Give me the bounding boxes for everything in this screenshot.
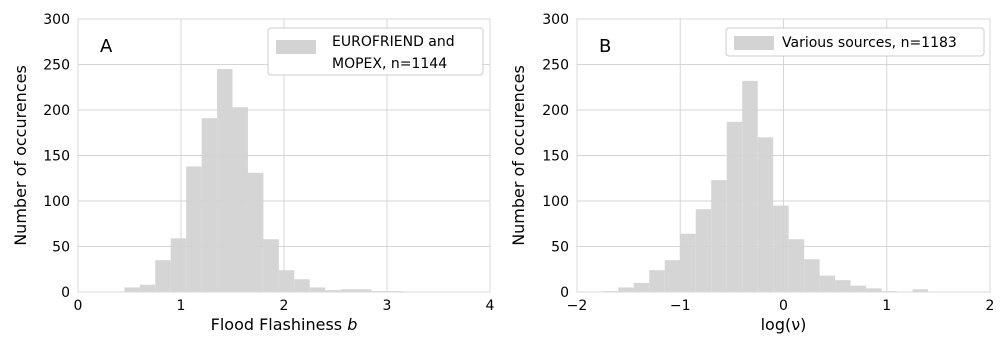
histogram-bar bbox=[124, 287, 140, 292]
histogram-bar bbox=[139, 284, 156, 292]
histogram-bar bbox=[835, 280, 851, 292]
histogram-bar bbox=[742, 80, 758, 292]
y-axis-label: Number of occurences bbox=[509, 65, 528, 246]
x-tick-labels: −2 −1 0 1 2 bbox=[567, 298, 995, 314]
histogram-bar bbox=[170, 238, 187, 292]
histogram-bar bbox=[618, 287, 634, 292]
y-tick-labels: 0 50 100 150 200 250 300 bbox=[43, 12, 70, 301]
panel-b: −2 −1 0 1 2 0 50 100 150 200 250 300 B Various sou… bbox=[509, 12, 994, 334]
panel-label: A bbox=[100, 36, 113, 57]
y-axis-label: Number of occurences bbox=[11, 65, 30, 246]
x-tick-labels: 0 1 2 3 4 bbox=[74, 298, 495, 314]
x-tick-label: −1 bbox=[670, 298, 691, 314]
histogram-bar bbox=[309, 287, 326, 292]
histogram-bar bbox=[278, 270, 295, 292]
legend-entry-line-1: EUROFRIEND and bbox=[332, 34, 455, 50]
legend: Various sources, n=1183 bbox=[725, 27, 985, 57]
histogram-bar bbox=[866, 288, 882, 292]
plot-frame bbox=[576, 18, 991, 293]
legend-swatch bbox=[734, 36, 774, 50]
x-axis-label: log(ν) bbox=[761, 315, 807, 334]
histogram-bar bbox=[804, 259, 820, 292]
histogram-bar bbox=[294, 279, 310, 292]
y-tick-label: 200 bbox=[43, 103, 70, 119]
histogram-bar bbox=[819, 275, 836, 292]
legend-box bbox=[725, 27, 985, 57]
histogram-bar bbox=[325, 290, 341, 292]
histogram-bar bbox=[232, 107, 248, 293]
legend-entry-line-2: MOPEX, n=1144 bbox=[332, 56, 447, 72]
histogram-bar bbox=[649, 270, 665, 292]
legend-entry: Various sources, n=1183 bbox=[782, 35, 957, 51]
histogram-bar bbox=[773, 205, 789, 292]
histogram-bar bbox=[912, 289, 929, 292]
histogram-bar bbox=[788, 239, 805, 292]
histogram-bar bbox=[201, 118, 218, 292]
x-tick-label: 4 bbox=[486, 298, 495, 314]
histogram-bar bbox=[340, 289, 357, 292]
histogram-bar bbox=[356, 289, 372, 292]
plot-frame bbox=[77, 18, 491, 293]
y-tick-label: 0 bbox=[61, 285, 70, 301]
x-tick-label: 1 bbox=[177, 298, 186, 314]
y-tick-label: 50 bbox=[551, 240, 569, 256]
y-tick-label: 100 bbox=[43, 194, 70, 210]
legend-swatch bbox=[276, 40, 316, 54]
y-tick-label: 300 bbox=[542, 12, 569, 28]
y-tick-labels: 0 50 100 150 200 250 300 bbox=[542, 12, 569, 301]
histogram-bar bbox=[680, 233, 696, 292]
x-tick-label: 1 bbox=[882, 298, 891, 314]
x-axis-label-text: Flood Flashiness bbox=[211, 315, 348, 334]
legend: EUROFRIEND and MOPEX, n=1144 bbox=[267, 27, 484, 76]
x-tick-label: −2 bbox=[567, 298, 588, 314]
histogram-bar bbox=[757, 137, 774, 292]
x-axis-label-variable: b bbox=[347, 315, 357, 334]
y-tick-label: 0 bbox=[560, 285, 569, 301]
histogram-bar bbox=[664, 260, 681, 292]
y-tick-label: 200 bbox=[542, 103, 569, 119]
panel-label: B bbox=[599, 36, 611, 57]
histogram-bar bbox=[186, 166, 202, 292]
x-tick-label: 0 bbox=[74, 298, 83, 314]
x-tick-label: 2 bbox=[986, 298, 995, 314]
y-tick-label: 300 bbox=[43, 12, 70, 28]
y-tick-label: 150 bbox=[542, 149, 569, 165]
histogram-bar bbox=[850, 285, 867, 292]
histogram-bars bbox=[124, 69, 403, 293]
x-axis-label: Flood Flashiness b bbox=[211, 315, 358, 334]
histogram-bar bbox=[726, 121, 743, 292]
x-tick-label: 3 bbox=[383, 298, 392, 314]
histogram-bar bbox=[247, 172, 264, 292]
histogram-bar bbox=[217, 69, 233, 292]
x-tick-label: 0 bbox=[779, 298, 788, 314]
histogram-bar bbox=[711, 180, 727, 292]
y-tick-label: 250 bbox=[542, 58, 569, 74]
legend-box bbox=[267, 27, 484, 76]
y-tick-label: 50 bbox=[52, 240, 70, 256]
y-tick-label: 250 bbox=[43, 58, 70, 74]
y-tick-label: 100 bbox=[542, 194, 569, 210]
histogram-bars bbox=[602, 80, 929, 292]
histogram-bar bbox=[695, 209, 712, 292]
x-tick-label: 2 bbox=[280, 298, 289, 314]
panel-a: 0 1 2 3 4 0 50 100 150 200 250 300 A EUROFRIEND an… bbox=[11, 12, 495, 334]
histogram-bar bbox=[263, 239, 279, 292]
histogram-bar bbox=[633, 282, 650, 292]
histogram-bar bbox=[155, 260, 171, 292]
y-tick-label: 150 bbox=[43, 149, 70, 165]
